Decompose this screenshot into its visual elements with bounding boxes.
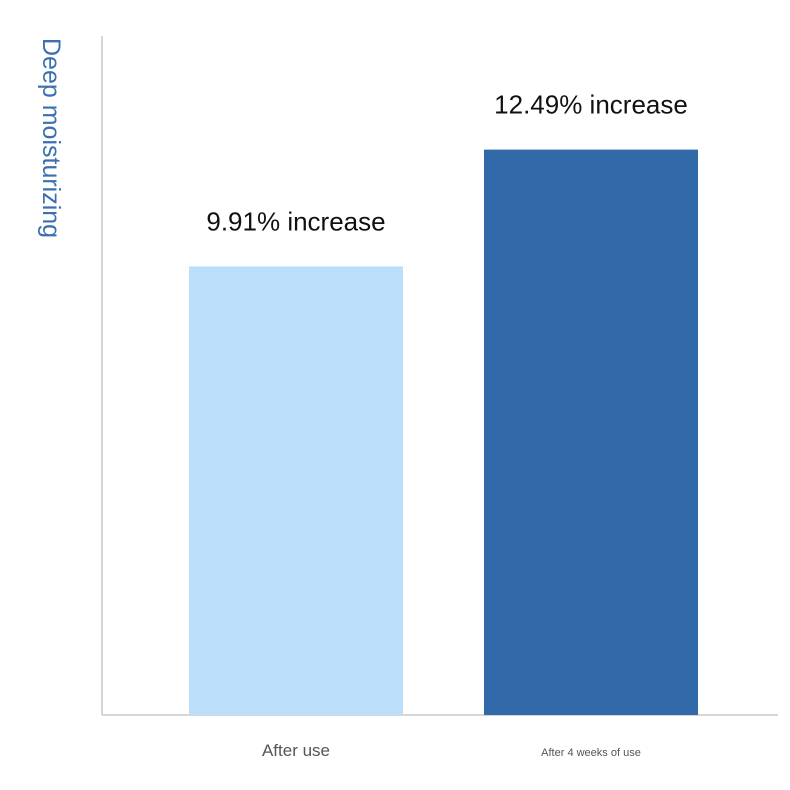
data-label-1: 9.91% increase [206,206,385,236]
category-label-2: After 4 weeks of use [541,747,641,759]
y-axis-label: Deep moisturizing [37,38,65,238]
category-label-1: After use [262,741,330,760]
data-label-2: 12.49% increase [494,90,688,120]
bar-1 [189,266,403,715]
bars-group: 9.91% increase After use 12.49% increase Af… [189,90,698,760]
bar-2 [484,149,698,716]
